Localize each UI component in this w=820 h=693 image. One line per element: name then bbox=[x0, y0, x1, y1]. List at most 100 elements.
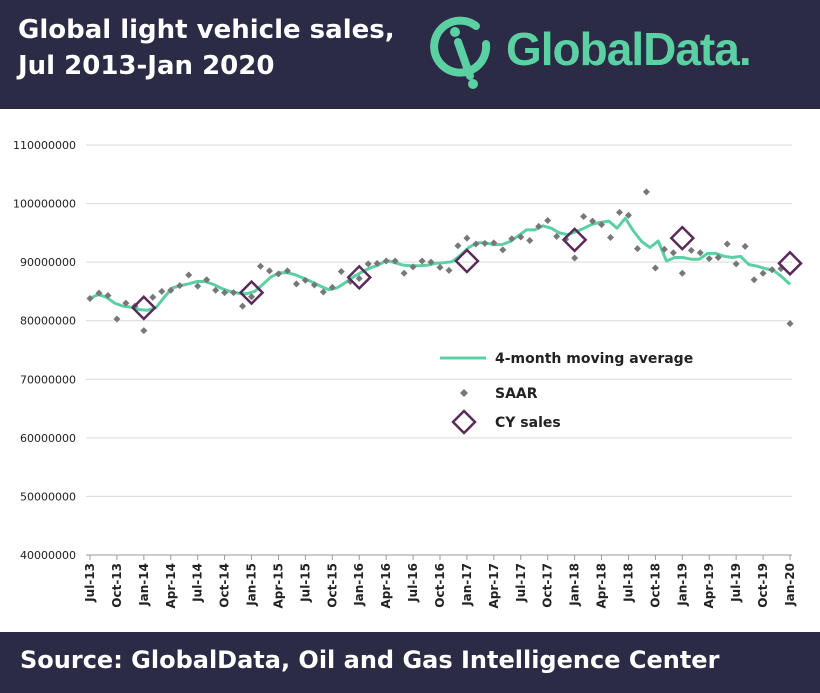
saar-point bbox=[463, 234, 471, 242]
saar-point bbox=[723, 240, 731, 248]
cy-sales-marker bbox=[346, 264, 372, 291]
saar-point bbox=[651, 264, 659, 272]
saar-point bbox=[212, 286, 220, 294]
saar-point bbox=[490, 239, 498, 247]
saar-point bbox=[589, 217, 597, 225]
saar-point bbox=[633, 245, 641, 253]
saar-point bbox=[158, 287, 166, 295]
globaldata-logo-icon bbox=[430, 16, 491, 89]
saar-point bbox=[140, 327, 148, 335]
saar-point bbox=[301, 276, 309, 284]
legend-label: 4-month moving average bbox=[495, 351, 693, 367]
legend-saar-swatch bbox=[460, 389, 468, 397]
x-tick-label: Apr-19 bbox=[702, 563, 716, 608]
y-tick-label: 50000000 bbox=[20, 490, 76, 503]
saar-point bbox=[203, 276, 211, 284]
saar-point bbox=[571, 254, 579, 262]
saar-point bbox=[472, 240, 480, 248]
x-tick-label: Jul-14 bbox=[191, 563, 205, 603]
saar-point bbox=[274, 270, 282, 278]
x-axis: Jul-13 Oct-13 Jan-14 Apr-14 Jul-14 Oct-14 Jan-… bbox=[83, 554, 797, 608]
saar-point bbox=[454, 242, 462, 250]
saar-point bbox=[221, 289, 229, 297]
saar-point bbox=[292, 280, 300, 288]
x-tick-label: Jan-16 bbox=[352, 563, 366, 607]
saar-point bbox=[194, 282, 202, 290]
saar-point bbox=[319, 288, 327, 296]
saar-point bbox=[499, 246, 507, 254]
x-tick-label: Jan-18 bbox=[568, 563, 582, 607]
cy-sales-marker bbox=[777, 250, 803, 277]
y-tick-label: 70000000 bbox=[20, 373, 76, 386]
saar-point bbox=[535, 222, 543, 230]
saar-point bbox=[427, 258, 435, 266]
saar-point bbox=[624, 211, 632, 219]
x-tick-label: Oct-13 bbox=[110, 563, 124, 608]
saar-point bbox=[373, 259, 381, 267]
saar-point bbox=[445, 266, 453, 274]
saar-point bbox=[580, 212, 588, 220]
footer: Source: GlobalData, Oil and Gas Intellig… bbox=[0, 632, 820, 693]
brand-name: GlobalData. bbox=[506, 23, 752, 75]
x-tick-label: Jan-17 bbox=[460, 563, 474, 607]
x-tick-label: Apr-15 bbox=[271, 563, 285, 608]
saar-point bbox=[705, 255, 713, 263]
header: Global light vehicle sales, Jul 2013-Jan… bbox=[0, 0, 820, 109]
saar-point bbox=[777, 265, 785, 273]
legend-cy-swatch bbox=[451, 409, 477, 435]
x-tick-label: Jul-18 bbox=[621, 563, 635, 603]
saar-point bbox=[526, 236, 534, 244]
cy-sales-marker bbox=[669, 225, 696, 251]
x-tick-label: Jul-17 bbox=[514, 563, 528, 603]
saar-point bbox=[265, 267, 273, 275]
saar-point bbox=[391, 257, 399, 265]
saar-point bbox=[113, 315, 121, 323]
saar-point bbox=[248, 293, 256, 301]
x-tick-label: Apr-18 bbox=[595, 563, 609, 608]
saar-point bbox=[759, 269, 767, 277]
x-tick-label: Oct-16 bbox=[433, 563, 447, 608]
x-tick-label: Jul-16 bbox=[406, 563, 420, 603]
saar-point bbox=[418, 257, 426, 265]
saar-point bbox=[310, 281, 318, 289]
x-tick-label: Jan-14 bbox=[137, 563, 151, 607]
y-tick-label: 60000000 bbox=[20, 432, 76, 445]
saar-point bbox=[149, 293, 157, 301]
x-tick-label: Oct-15 bbox=[325, 563, 339, 608]
cy-sales-marker bbox=[454, 248, 480, 274]
saar-point bbox=[741, 242, 749, 250]
y-tick-label: 90000000 bbox=[20, 256, 76, 269]
saar-point bbox=[481, 239, 489, 247]
source-text: Source: GlobalData, Oil and Gas Intellig… bbox=[20, 646, 720, 674]
saar-point bbox=[786, 320, 794, 328]
saar-point bbox=[400, 269, 408, 277]
saar-point bbox=[122, 299, 130, 307]
saar-point bbox=[257, 262, 265, 270]
x-tick-label: Jul-13 bbox=[83, 563, 97, 603]
y-axis: 40000000 50000000 60000000 70000000 80000000… bbox=[13, 139, 76, 562]
saar-point bbox=[669, 249, 677, 257]
y-tick-label: 100000000 bbox=[13, 198, 76, 211]
cy-sales-marker bbox=[238, 279, 265, 306]
saar-point bbox=[176, 282, 184, 290]
legend-label: SAAR bbox=[495, 386, 538, 402]
x-tick-label: Jul-19 bbox=[729, 563, 743, 603]
saar-point bbox=[409, 263, 417, 271]
x-tick-label: Apr-17 bbox=[487, 563, 501, 608]
saar-point bbox=[714, 253, 722, 261]
saar-point bbox=[553, 232, 561, 240]
saar-point bbox=[283, 267, 291, 275]
x-tick-label: Jan-15 bbox=[245, 563, 259, 607]
globaldata-logo: GlobalData. bbox=[428, 14, 808, 90]
y-tick-label: 40000000 bbox=[20, 549, 76, 562]
legend-label: CY sales bbox=[495, 415, 561, 431]
saar-point bbox=[598, 221, 606, 229]
x-tick-label: Oct-18 bbox=[648, 563, 662, 608]
x-tick-label: Apr-16 bbox=[379, 563, 393, 608]
cy-sales-marker bbox=[561, 227, 588, 253]
saar-point bbox=[337, 268, 345, 276]
title-line-1: Global light vehicle sales, bbox=[18, 15, 395, 45]
saar-point bbox=[687, 246, 695, 254]
saar-point bbox=[607, 234, 615, 242]
saar-point bbox=[86, 294, 94, 302]
